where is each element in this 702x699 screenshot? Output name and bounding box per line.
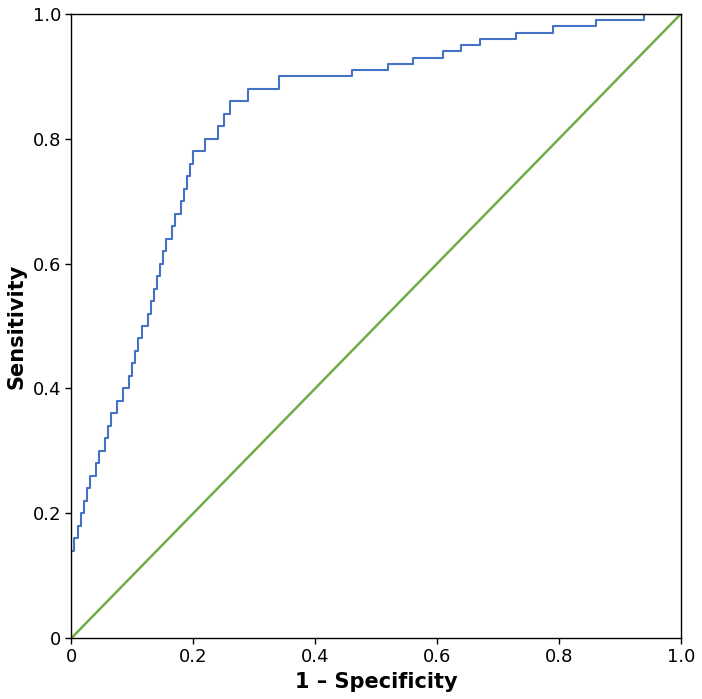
X-axis label: 1 – Specificity: 1 – Specificity: [295, 672, 458, 692]
Y-axis label: Sensitivity: Sensitivity: [7, 264, 27, 389]
